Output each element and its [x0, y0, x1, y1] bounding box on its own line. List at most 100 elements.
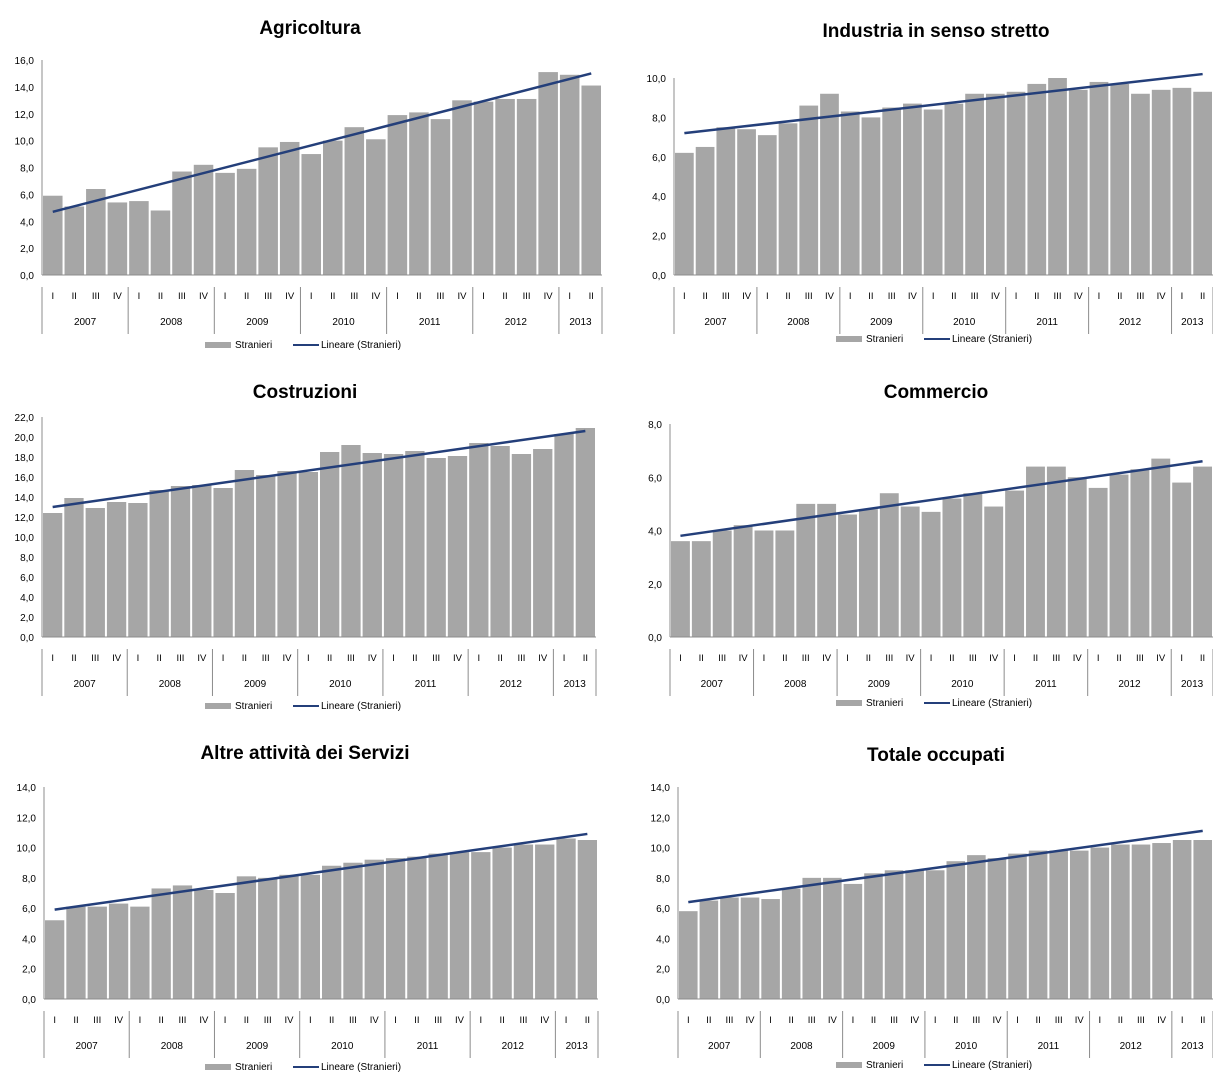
y-tick-label: 2,0 — [648, 580, 662, 591]
year-label: 2009 — [246, 1041, 269, 1052]
bar — [1151, 458, 1171, 637]
bar — [1111, 844, 1130, 999]
y-tick-label: 0,0 — [656, 995, 670, 1006]
bar — [236, 168, 257, 275]
year-label: 2013 — [1181, 679, 1204, 690]
quarter-label: IV — [538, 653, 548, 664]
quarter-label: I — [1180, 653, 1183, 664]
y-tick-label: 2,0 — [22, 965, 36, 976]
bar — [108, 903, 129, 999]
bar — [322, 865, 342, 999]
quarter-label: I — [51, 291, 54, 302]
y-tick-label: 10,0 — [15, 137, 35, 148]
y-tick-label: 8,0 — [648, 420, 662, 431]
bar — [45, 920, 65, 999]
y-tick-label: 4,0 — [656, 934, 670, 945]
year-label: 2012 — [1120, 1041, 1143, 1052]
bar — [107, 202, 128, 275]
quarter-label: I — [1098, 291, 1101, 302]
quarter-label: III — [890, 1015, 898, 1026]
year-label: 2010 — [955, 1041, 978, 1052]
year-label: 2009 — [873, 1041, 896, 1052]
bar — [513, 844, 534, 999]
bar — [215, 172, 235, 275]
quarter-label: III — [434, 1015, 442, 1026]
quarter-label: I — [310, 291, 313, 302]
quarter-label: IV — [1075, 1015, 1085, 1026]
bar — [407, 856, 427, 999]
year-label: 2010 — [332, 317, 355, 328]
bar — [754, 530, 774, 637]
bar — [471, 852, 491, 999]
bar — [447, 456, 468, 637]
bar — [430, 119, 451, 275]
bar — [428, 853, 448, 999]
quarter-label: IV — [112, 653, 122, 664]
y-tick-label: 22,0 — [15, 413, 35, 424]
chart-title: Agricoltura — [259, 18, 361, 39]
bar — [85, 508, 105, 637]
legend-line-label: Lineare (Stranieri) — [952, 1060, 1032, 1071]
bar — [840, 111, 860, 276]
bar — [277, 471, 297, 637]
quarter-label: III — [888, 291, 896, 302]
quarter-label: III — [437, 291, 445, 302]
bar — [1028, 850, 1048, 999]
quarter-label: II — [414, 1015, 419, 1026]
quarter-label: IV — [828, 1015, 838, 1026]
quarter-label: IV — [285, 1015, 295, 1026]
quarter-label: I — [683, 291, 686, 302]
legend-line-label: Lineare (Stranieri) — [952, 698, 1032, 709]
quarter-label: II — [1034, 291, 1039, 302]
y-tick-label: 14,0 — [651, 783, 671, 794]
quarter-label: I — [138, 291, 141, 302]
year-label: 2010 — [951, 679, 974, 690]
quarter-label: IV — [908, 291, 918, 302]
y-tick-label: 14,0 — [17, 783, 37, 794]
bar — [799, 105, 819, 275]
quarter-label: III — [725, 1015, 733, 1026]
chart-industria: Industria in senso stretto 0,0 2,0 4,0 6,0 8,… — [647, 21, 1213, 345]
bar — [775, 530, 795, 637]
bar — [341, 445, 361, 637]
bar — [409, 112, 429, 275]
bar — [170, 486, 191, 637]
quarter-label: II — [585, 1015, 590, 1026]
quarter-label: IV — [455, 1015, 465, 1026]
bar — [817, 503, 837, 637]
bar — [535, 844, 555, 999]
y-tick-label: 6,0 — [20, 573, 34, 584]
year-label: 2008 — [161, 1041, 184, 1052]
year-label: 2011 — [419, 317, 441, 328]
bar — [858, 509, 878, 637]
quarter-label: IV — [1157, 291, 1167, 302]
y-tick-label: 12,0 — [17, 813, 37, 824]
quarter-label: II — [871, 1015, 876, 1026]
bar — [1026, 466, 1045, 637]
year-label: 2012 — [1118, 679, 1141, 690]
bar — [320, 452, 340, 637]
chart-altre-attivita: Altre attività dei Servizi 0,0 2,0 4,0 6,0 8,… — [17, 743, 599, 1073]
legend-bar-label: Stranieri — [235, 701, 272, 712]
legend-line-label: Lineare (Stranieri) — [321, 340, 401, 351]
quarter-label: I — [1181, 1015, 1184, 1026]
bar — [967, 855, 986, 999]
bar — [796, 503, 816, 637]
quarter-label: III — [264, 1015, 272, 1026]
bar — [559, 74, 580, 275]
legend-line-label: Lineare (Stranieri) — [321, 701, 401, 712]
bar — [301, 154, 321, 275]
quarter-label: III — [971, 291, 979, 302]
quarter-label: I — [1097, 653, 1100, 664]
year-label: 2009 — [868, 679, 891, 690]
year-label: 2010 — [329, 679, 352, 690]
quarter-label: IV — [370, 1015, 380, 1026]
bar — [1049, 850, 1068, 999]
quarter-label: III — [349, 1015, 357, 1026]
bar — [1048, 78, 1067, 275]
quarter-label: I — [1015, 291, 1018, 302]
quarter-label: IV — [910, 1015, 920, 1026]
quarter-label: II — [157, 653, 162, 664]
bar — [820, 93, 839, 275]
quarter-label: I — [565, 1015, 568, 1026]
